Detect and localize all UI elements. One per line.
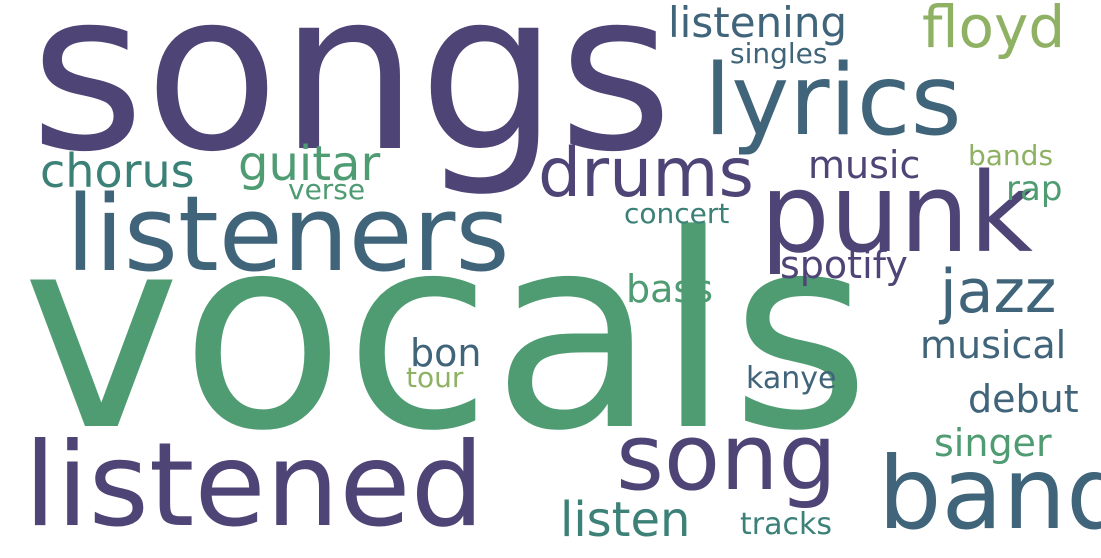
word-chorus: chorus	[40, 144, 195, 198]
word-verse: verse	[288, 173, 366, 206]
word-bass: bass	[626, 267, 714, 311]
word-listened: listened	[24, 418, 485, 553]
word-floyd: floyd	[922, 0, 1066, 61]
word-songs: songs	[30, 0, 673, 200]
word-listen: listen	[560, 492, 691, 548]
word-jazz: jazz	[940, 257, 1057, 327]
word-rap: rap	[1006, 169, 1063, 209]
word-listeners: listeners	[66, 173, 510, 295]
word-bands: bands	[968, 139, 1054, 172]
word-spotify: spotify	[780, 243, 908, 287]
word-vocals: vocals	[22, 178, 871, 490]
word-singer: singer	[934, 421, 1052, 465]
word-punk: punk	[760, 149, 1033, 277]
word-singles: singles	[730, 37, 828, 70]
word-band: band	[878, 435, 1101, 552]
word-drums: drums	[538, 134, 754, 213]
word-musical: musical	[920, 323, 1067, 367]
word-kanye: kanye	[746, 361, 837, 396]
word-listening: listening	[668, 0, 848, 47]
word-tracks: tracks	[740, 507, 832, 542]
word-debut: debut	[968, 377, 1079, 421]
word-song: song	[616, 404, 837, 511]
word-bon: bon	[410, 331, 482, 375]
word-music: music	[808, 143, 921, 187]
word-tour: tour	[406, 361, 464, 394]
word-guitar: guitar	[238, 136, 381, 192]
word-lyrics: lyrics	[704, 44, 962, 158]
word-concert: concert	[624, 197, 730, 230]
